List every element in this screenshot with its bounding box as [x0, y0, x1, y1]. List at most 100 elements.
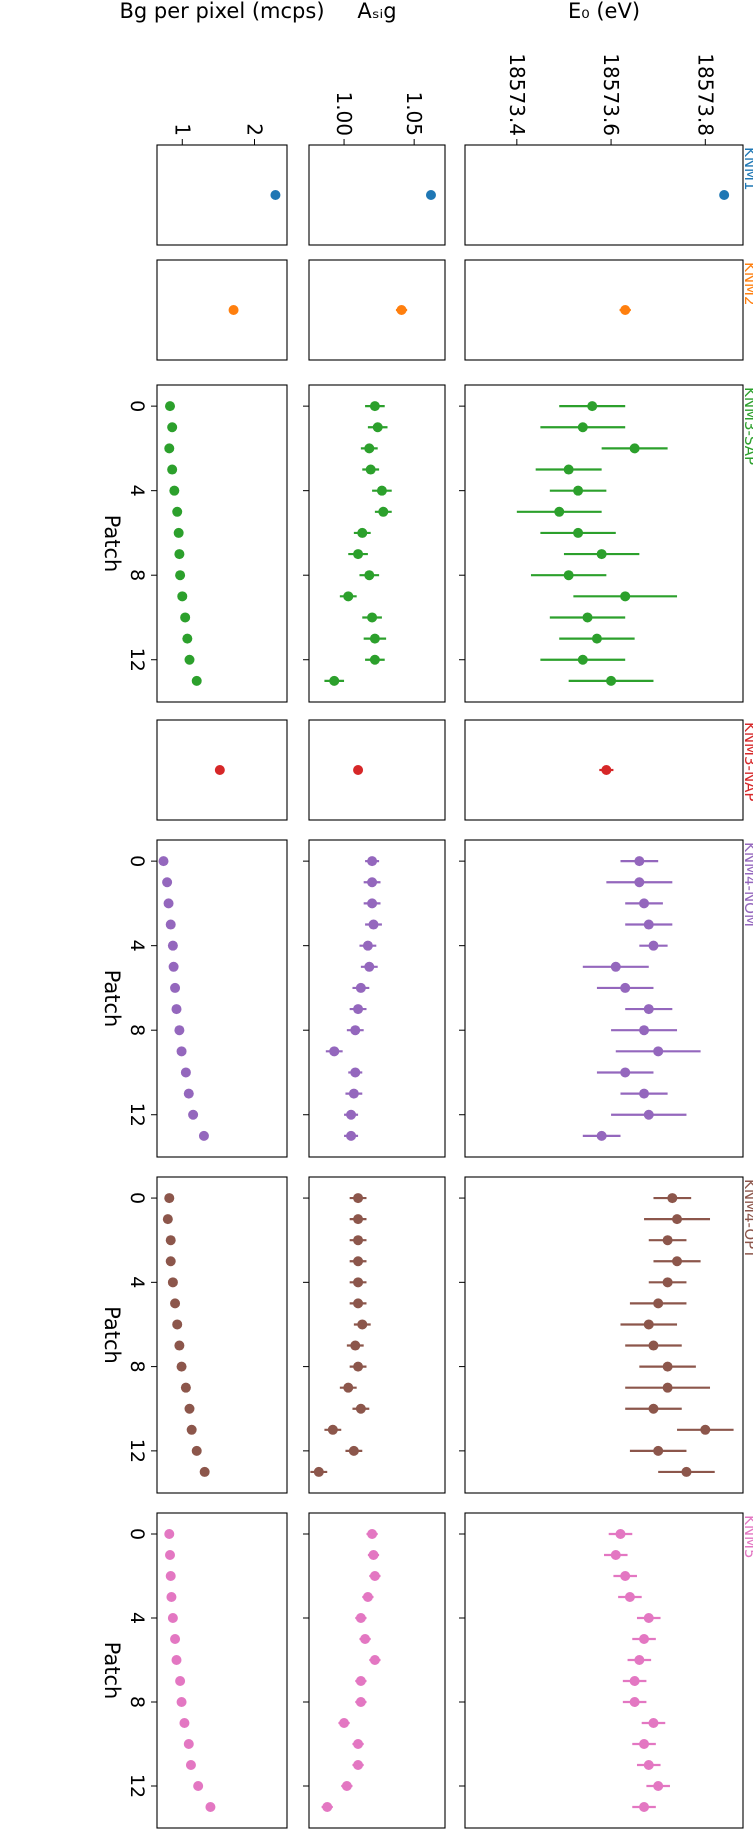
data-point: [343, 1382, 354, 1393]
data-point: [170, 1634, 181, 1644]
data-point: [162, 1214, 173, 1225]
data-point: [214, 765, 225, 775]
data-point: [357, 527, 368, 538]
data-point: [199, 1466, 210, 1477]
data-point: [167, 1613, 178, 1623]
data-point: [639, 1634, 650, 1644]
data-point: [353, 1739, 364, 1749]
data-point: [176, 1361, 187, 1372]
axes-frame: [464, 839, 744, 1158]
x-tick-label: 12: [126, 1103, 148, 1127]
data-point: [346, 1130, 357, 1141]
data-point: [188, 1109, 199, 1120]
data-point: [648, 940, 659, 951]
data-point: [376, 485, 387, 496]
data-point: [563, 570, 574, 581]
data-point: [700, 1424, 711, 1435]
data-point: [662, 1235, 673, 1246]
axes-frame: [464, 1512, 744, 1829]
data-point: [367, 612, 378, 623]
axes-frame: [464, 719, 744, 821]
data-point: [634, 877, 645, 888]
data-point: [653, 1781, 664, 1791]
data-point: [364, 961, 375, 972]
axes-frame: [156, 719, 288, 821]
data-point: [425, 190, 436, 200]
axes-frame: [464, 384, 744, 703]
data-point: [165, 919, 176, 930]
data-point: [367, 898, 378, 909]
data-point: [610, 1550, 621, 1560]
campaign-label: KNM1: [741, 147, 753, 191]
data-point: [191, 675, 202, 686]
data-point: [165, 1571, 176, 1581]
data-point: [167, 422, 178, 433]
data-point: [573, 527, 584, 538]
data-point: [270, 190, 281, 200]
data-point: [329, 1046, 340, 1057]
data-point: [180, 1382, 191, 1393]
data-point: [563, 464, 574, 475]
data-point: [368, 1550, 379, 1560]
axes-frame: [156, 144, 288, 246]
data-point: [620, 1571, 631, 1581]
data-point: [313, 1466, 324, 1477]
data-point: [353, 1277, 364, 1288]
axes-frame: [156, 1176, 288, 1494]
data-point: [362, 940, 373, 951]
data-point: [653, 1298, 664, 1309]
axes-frame: [464, 144, 744, 246]
data-point: [365, 464, 376, 475]
data-point: [165, 1550, 175, 1560]
data-point: [158, 856, 169, 867]
data-point: [353, 1193, 364, 1204]
data-point: [372, 422, 383, 433]
data-point: [629, 1697, 640, 1707]
data-point: [353, 765, 364, 775]
data-point: [629, 1676, 640, 1686]
data-point: [662, 1361, 673, 1372]
data-point: [162, 877, 173, 888]
data-point: [170, 1298, 181, 1309]
x-tick-label: 0: [126, 1528, 148, 1540]
axes-frame: [156, 384, 288, 703]
data-point: [587, 401, 598, 412]
data-point: [184, 654, 195, 665]
data-point: [341, 1781, 352, 1791]
x-tick-label: 4: [126, 1276, 148, 1288]
data-point: [228, 305, 239, 315]
axes-frame: [308, 839, 446, 1158]
data-point: [184, 1403, 195, 1414]
data-point: [362, 1592, 373, 1602]
axes-frame: [464, 1176, 744, 1494]
data-point: [672, 1214, 683, 1225]
data-point: [620, 1067, 631, 1078]
data-point: [353, 1298, 364, 1309]
data-point: [639, 1025, 650, 1036]
data-point: [367, 1529, 378, 1539]
data-point: [662, 1277, 673, 1288]
data-point: [643, 1613, 654, 1623]
axes-frame: [308, 259, 446, 361]
data-point: [185, 1760, 196, 1770]
data-point: [672, 1256, 683, 1267]
data-point: [186, 1424, 197, 1435]
data-point: [639, 1088, 650, 1099]
data-point: [719, 190, 730, 200]
data-point: [648, 1718, 659, 1728]
axes-frame: [308, 719, 446, 821]
data-point: [353, 549, 364, 560]
data-point: [353, 1760, 364, 1770]
data-point: [164, 1193, 175, 1204]
data-point: [624, 1592, 635, 1602]
data-point: [367, 877, 378, 888]
y-tick-label: 18573.8: [693, 53, 717, 136]
data-point: [205, 1802, 216, 1812]
data-point: [175, 1676, 186, 1686]
data-point: [175, 570, 186, 581]
data-point: [171, 1655, 182, 1665]
data-point: [350, 1025, 361, 1036]
data-point: [165, 1256, 176, 1267]
x-tick-label: 8: [126, 569, 148, 581]
axes-frame: [308, 1176, 446, 1494]
